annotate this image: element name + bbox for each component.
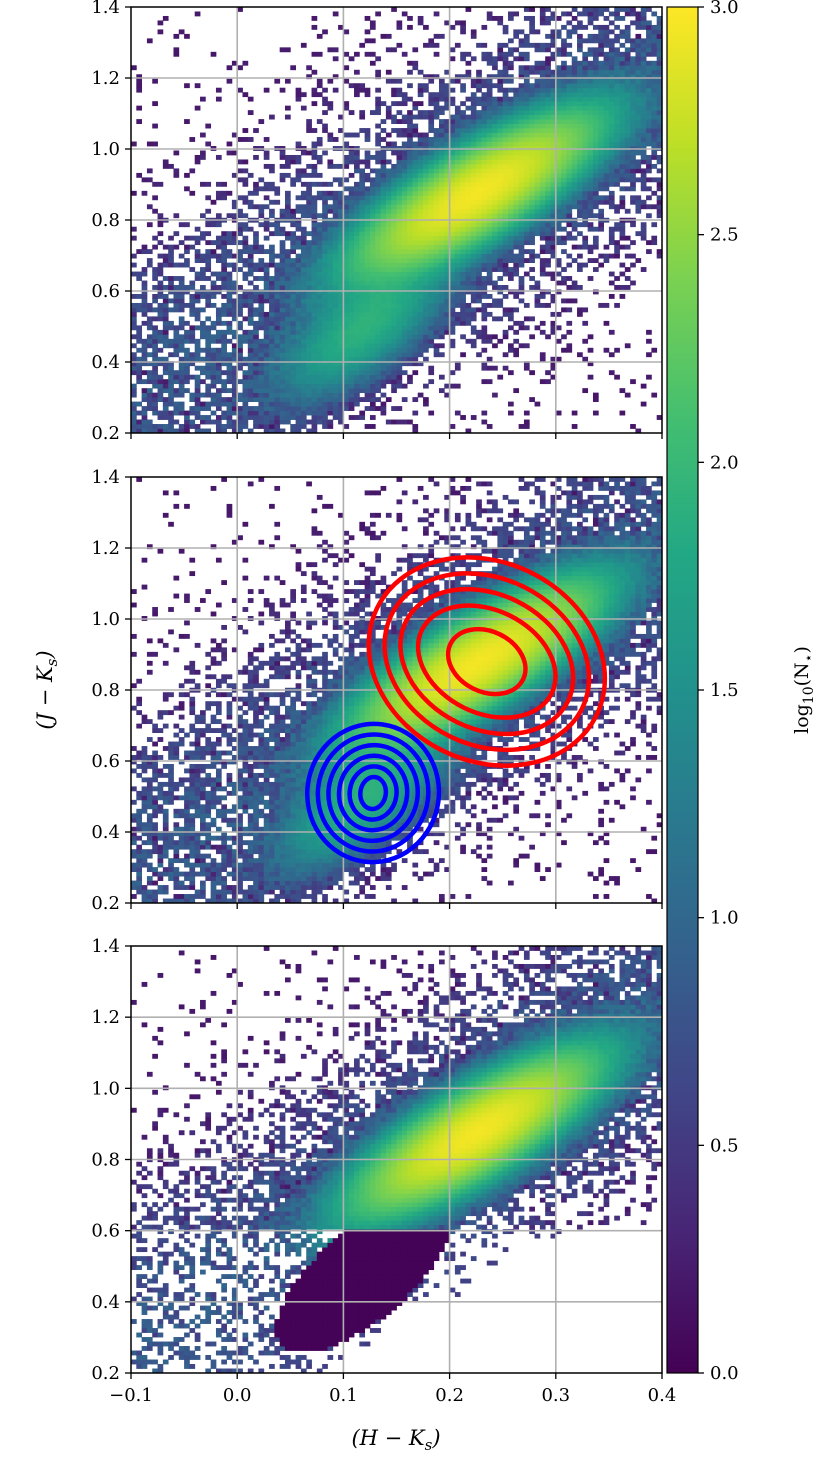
colorbar-tick-label: 1.5 (710, 680, 739, 701)
y-tick-label: 0.2 (91, 893, 120, 914)
x-tick-label: 0.3 (541, 1385, 570, 1406)
y-tick-label: 0.8 (91, 210, 120, 231)
colorbar-tick-label: 2.5 (710, 225, 739, 246)
colorbar-tick-label: 0.5 (710, 1135, 739, 1156)
y-tick-label: 1.4 (91, 467, 120, 488)
y-tick-label: 1.4 (91, 936, 120, 957)
x-tick-label: 0.2 (435, 1385, 464, 1406)
y-tick-label: 1.2 (91, 68, 120, 89)
y-tick-label: 1.4 (91, 0, 120, 18)
y-tick-label: 1.2 (91, 538, 120, 559)
y-tick-label: 0.6 (91, 751, 120, 772)
panel-top: 0.2 0.4 0.6 0.8 1.0 1.2 1.4 (91, 0, 662, 444)
x-axis-label: (H − Ks) (351, 1426, 440, 1454)
colorbar-label: log10(N⋆) (791, 646, 817, 734)
y-tick-label: 0.6 (91, 1221, 120, 1242)
panel-middle: 0.2 0.4 0.6 0.8 1.0 1.2 1.4 (91, 467, 662, 914)
y-axis-label: (J − Ks) (33, 650, 61, 729)
x-tick-label: 0.4 (648, 1385, 677, 1406)
y-tick-label: 0.8 (91, 680, 120, 701)
y-tick-label: 0.4 (91, 352, 120, 373)
colorbar-tick-label: 1.0 (710, 908, 739, 929)
x-tick-label: 0.0 (223, 1385, 252, 1406)
x-tick-label: −0.1 (109, 1385, 153, 1406)
colorbar: 0.0 0.5 1.0 1.5 2.0 2.5 3.0 log10(N⋆) (667, 0, 817, 1384)
y-tick-label: 0.2 (91, 423, 120, 444)
y-tick-label: 0.4 (91, 822, 120, 843)
y-tick-label: 0.8 (91, 1150, 120, 1171)
colorbar-tick-label: 3.0 (710, 0, 739, 18)
colorbar-ticks: 0.0 0.5 1.0 1.5 2.0 2.5 3.0 (698, 0, 739, 1384)
colorbar-tick-label: 2.0 (710, 452, 739, 473)
x-tick-label: 0.1 (329, 1385, 358, 1406)
panel-bottom: 0.2 0.4 0.6 0.8 1.0 1.2 1.4 −0.1 0.0 0.1 0.2 0.3 0.4 (91, 936, 676, 1406)
colorbar-gradient (667, 7, 698, 1373)
y-tick-label: 0.2 (91, 1363, 120, 1384)
y-tick-label: 0.4 (91, 1292, 120, 1313)
colorbar-tick-label: 0.0 (710, 1363, 739, 1384)
y-tick-label: 1.0 (91, 1078, 120, 1099)
y-tick-label: 1.0 (91, 609, 120, 630)
y-tick-label: 1.0 (91, 139, 120, 160)
y-tick-label: 1.2 (91, 1007, 120, 1028)
y-tick-label: 0.6 (91, 281, 120, 302)
